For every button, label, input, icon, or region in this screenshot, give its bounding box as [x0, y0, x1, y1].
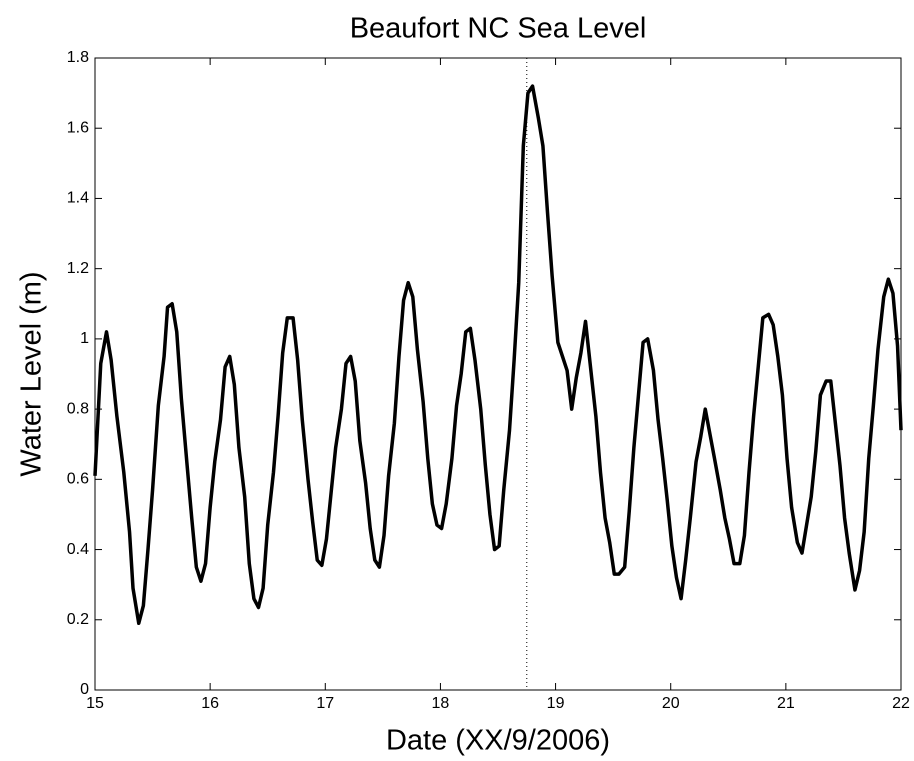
- x-tick-label: 17: [316, 695, 334, 712]
- y-tick-label: 0.2: [67, 611, 89, 628]
- x-tick-label: 16: [201, 695, 219, 712]
- y-tick-label: 1.8: [67, 49, 89, 66]
- y-tick-label: 0.8: [67, 400, 89, 417]
- y-axis-label: Water Level (m): [16, 271, 48, 476]
- x-tick-label: 15: [86, 695, 104, 712]
- y-tick-label: 0: [80, 681, 89, 698]
- x-axis-label: Date (XX/9/2006): [386, 725, 610, 757]
- plot-area: [94, 57, 902, 691]
- y-tick-label: 1.6: [67, 119, 89, 136]
- y-tick-label: 1: [80, 330, 89, 347]
- x-tick-label: 22: [892, 695, 910, 712]
- y-tick-label: 1.4: [67, 190, 89, 207]
- x-tick-label: 21: [777, 695, 795, 712]
- y-tick-label: 0.4: [67, 541, 89, 558]
- x-tick-label: 18: [432, 695, 450, 712]
- x-tick-label: 20: [662, 695, 680, 712]
- data-line: [93, 84, 903, 626]
- y-tick-label: 1.2: [67, 260, 89, 277]
- y-tick-label: 0.6: [67, 471, 89, 488]
- chart-title: Beaufort NC Sea Level: [350, 13, 647, 45]
- x-tick-label: 19: [547, 695, 565, 712]
